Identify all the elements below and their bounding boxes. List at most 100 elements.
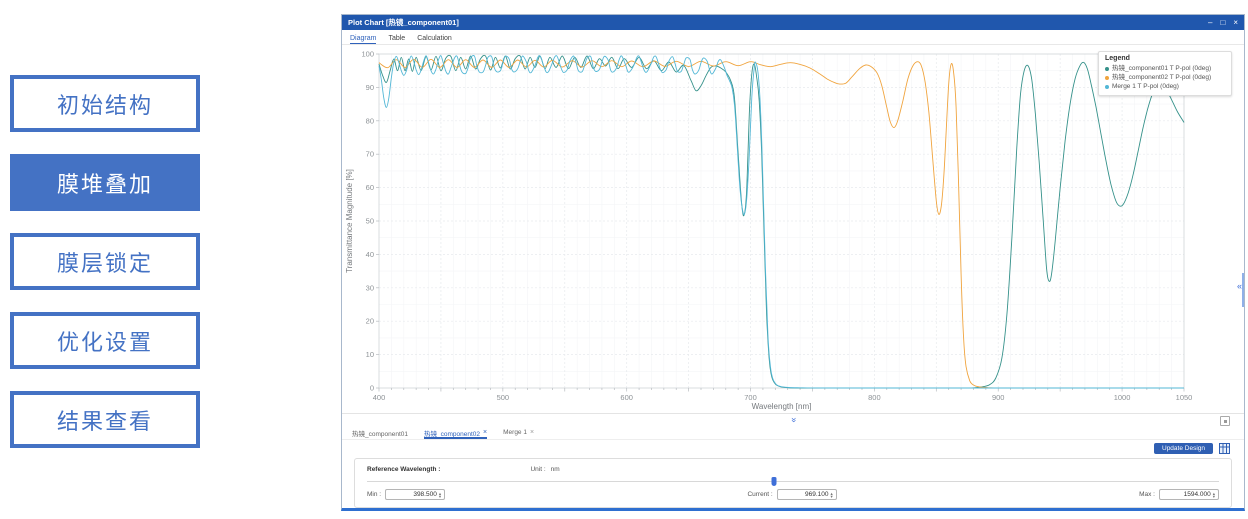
tab-diagram[interactable]: Diagram [350, 35, 377, 44]
sidebar: 初始结构膜堆叠加膜层锁定优化设置结果查看 [10, 75, 200, 448]
max-group: Max :1594.000 ▴ ▾ [1139, 489, 1219, 500]
spinner-up-icon[interactable]: ▴ [830, 490, 833, 496]
sidebar-button-2[interactable]: 膜堆叠加 [10, 154, 200, 211]
design-tab-label: Merge 1 [503, 429, 527, 436]
max-value: 1594.000 [1183, 491, 1211, 498]
unit-label: Unit : [530, 466, 546, 473]
svg-text:100: 100 [361, 50, 374, 59]
svg-text:10: 10 [366, 350, 374, 359]
table-icon[interactable] [1219, 442, 1230, 454]
update-row: Update Design [342, 440, 1244, 456]
sidebar-button-4[interactable]: 优化设置 [10, 312, 200, 369]
svg-text:400: 400 [373, 393, 386, 402]
slider-thumb[interactable] [771, 477, 777, 486]
svg-text:900: 900 [992, 393, 1005, 402]
sidebar-button-1[interactable]: 初始结构 [10, 75, 200, 132]
close-icon[interactable]: × [483, 429, 488, 436]
spinner-down-icon[interactable]: ▾ [1212, 493, 1215, 499]
svg-text:600: 600 [620, 393, 633, 402]
legend-items: 热镜_component01 T P-pol (0deg) 热镜_componen… [1105, 64, 1225, 91]
svg-text:30: 30 [366, 283, 374, 292]
current-input[interactable]: 969.100 ▴ ▾ [776, 489, 837, 500]
svg-text:1050: 1050 [1176, 393, 1193, 402]
collapse-panel-chevron[interactable]: « [788, 417, 798, 423]
svg-text:500: 500 [497, 393, 510, 402]
svg-text:20: 20 [366, 317, 374, 326]
max-spinner[interactable]: ▴ ▾ [1212, 490, 1215, 499]
expand-side-panel-chevron[interactable]: « [1236, 281, 1242, 291]
maximize-button[interactable]: □ [1220, 18, 1226, 27]
min-input[interactable]: 398.500 ▴ ▾ [385, 489, 446, 500]
design-tabs: 热镜_component01 热镜_component02 × Merge 1 × [342, 426, 1244, 440]
legend: Legend 热镜_component01 T P-pol (0deg) 热镜_c… [1098, 51, 1232, 96]
min-spinner[interactable]: ▴ ▾ [438, 490, 442, 499]
update-design-button[interactable]: Update Design [1154, 442, 1213, 454]
tab-table[interactable]: Table [388, 35, 406, 42]
legend-label: 热镜_component02 T P-pol (0deg) [1112, 74, 1212, 81]
min-label: Min : [367, 491, 382, 498]
design-tab-2[interactable]: 热镜_component02 × [424, 426, 487, 439]
legend-dot-icon [1105, 75, 1109, 80]
svg-text:Transmittance Magnitude [%]: Transmittance Magnitude [%] [345, 169, 354, 273]
spinner-up-icon[interactable]: ▴ [438, 490, 442, 496]
legend-label: Merge 1 T P-pol (0deg) [1112, 83, 1179, 90]
popout-icon[interactable] [1220, 416, 1230, 426]
legend-dot-icon [1105, 66, 1109, 71]
svg-text:0: 0 [370, 384, 374, 393]
plot-chart-window: Plot Chart [热镜_component01] – □ × Diagra… [341, 14, 1245, 511]
max-input[interactable]: 1594.000 ▴ ▾ [1158, 489, 1219, 500]
svg-text:90: 90 [366, 83, 374, 92]
current-label: Current : [747, 491, 773, 498]
wavelength-slider[interactable] [367, 476, 1219, 488]
design-tab-label: 热镜_component01 [352, 430, 409, 438]
window-title: Plot Chart [热镜_component01] [348, 18, 459, 27]
svg-text:50: 50 [366, 217, 374, 226]
min-value: 398.500 [413, 491, 437, 498]
minimize-button[interactable]: – [1208, 18, 1213, 27]
current-value: 969.100 [804, 491, 829, 498]
right-panel-edge [1242, 273, 1244, 307]
legend-item: 热镜_component02 T P-pol (0deg) [1105, 73, 1225, 82]
chart-svg: 0 10 20 30 40 50 60 70 80 90 100 400 500 600 700 800 900… [345, 50, 1193, 412]
slider-track[interactable] [367, 481, 1219, 482]
unit-value: nm [550, 466, 560, 473]
spinner-down-icon[interactable]: ▾ [438, 493, 442, 499]
design-tab-1[interactable]: 热镜_component01 [352, 426, 408, 439]
reference-panel-header: Reference Wavelength : Unit : nm [367, 466, 1219, 473]
legend-title: Legend [1105, 55, 1130, 62]
min-group: Min :398.500 ▴ ▾ [367, 489, 446, 500]
svg-text:40: 40 [366, 250, 374, 259]
svg-text:1000: 1000 [1114, 393, 1131, 402]
window-titlebar: Plot Chart [热镜_component01] – □ × [342, 15, 1244, 30]
chart-area: 0 10 20 30 40 50 60 70 80 90 100 400 500 600 700 800 900… [342, 45, 1244, 413]
sidebar-button-3[interactable]: 膜层锁定 [10, 233, 200, 290]
spinner-up-icon[interactable]: ▴ [1212, 490, 1215, 496]
design-tab-3[interactable]: Merge 1 × [503, 426, 534, 439]
spinner-down-icon[interactable]: ▾ [830, 493, 833, 499]
collapse-row: « [342, 413, 1244, 426]
legend-label: 热镜_component01 T P-pol (0deg) [1112, 65, 1212, 72]
menu-tabs: Diagram Table Calculation [342, 30, 1244, 45]
svg-text:700: 700 [744, 393, 757, 402]
popout-icon-inner [1223, 419, 1227, 423]
legend-dot-icon [1105, 84, 1109, 89]
legend-item: Merge 1 T P-pol (0deg) [1105, 82, 1225, 91]
sidebar-button-5[interactable]: 结果查看 [10, 391, 200, 448]
current-spinner[interactable]: ▴ ▾ [830, 490, 833, 499]
window-controls: – □ × [1208, 15, 1238, 30]
design-tab-label: 热镜_component02 [424, 430, 481, 438]
svg-text:60: 60 [366, 183, 374, 192]
tab-calculation[interactable]: Calculation [417, 35, 452, 42]
close-icon[interactable]: × [529, 429, 535, 436]
reference-fields-row: Min :398.500 ▴ ▾ Current :969.100 ▴ ▾ Max :159… [367, 489, 1219, 500]
max-label: Max : [1139, 491, 1155, 498]
reference-wavelength-label: Reference Wavelength : [367, 466, 441, 473]
svg-text:70: 70 [366, 150, 374, 159]
svg-text:Wavelength [nm]: Wavelength [nm] [752, 402, 812, 411]
close-button[interactable]: × [1233, 18, 1238, 27]
legend-item: 热镜_component01 T P-pol (0deg) [1105, 64, 1225, 73]
reference-wavelength-panel: Reference Wavelength : Unit : nm Min :39… [354, 458, 1232, 508]
current-group: Current :969.100 ▴ ▾ [747, 489, 837, 500]
svg-text:80: 80 [366, 116, 374, 125]
